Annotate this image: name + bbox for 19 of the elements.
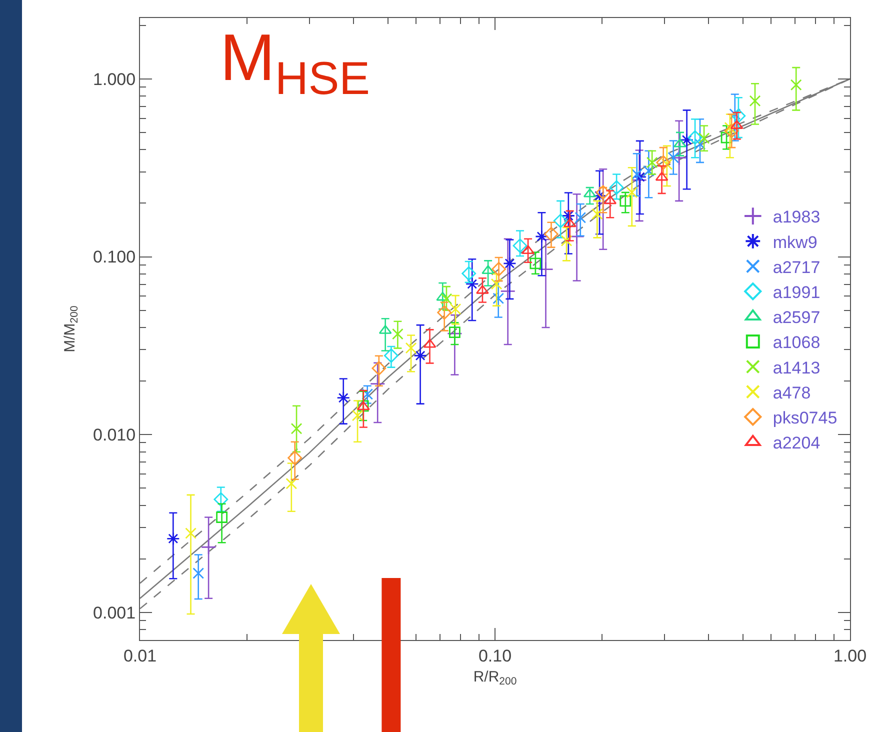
legend-label: a2204 (772, 434, 820, 453)
annotation: M$_{HSE}$ (220, 20, 370, 104)
legend-label: a1413 (772, 358, 820, 378)
y-tick-label: 0.100 (93, 248, 136, 267)
y-tick-label: 1.000 (93, 70, 136, 89)
legend-label: a1983 (772, 208, 820, 227)
legend-label: a1068 (772, 333, 820, 352)
legend-label: a2717 (772, 258, 820, 277)
legend-label: pks0745 (772, 408, 838, 428)
x-axis-title: R/R$_{200}$ (473, 668, 517, 688)
y-tick-label: 0.001 (93, 603, 136, 622)
y-tick-label: 0.010 (93, 426, 136, 445)
x-tick-label: 0.01 (123, 646, 157, 666)
legend-label: mkw9 (772, 232, 818, 252)
legend-label: a1991 (772, 282, 820, 302)
x-tick-label: 0.10 (478, 646, 512, 666)
legend-label: a2597 (772, 308, 820, 328)
x-tick-label: 1.00 (833, 646, 867, 666)
legend-label: a478 (772, 383, 811, 402)
